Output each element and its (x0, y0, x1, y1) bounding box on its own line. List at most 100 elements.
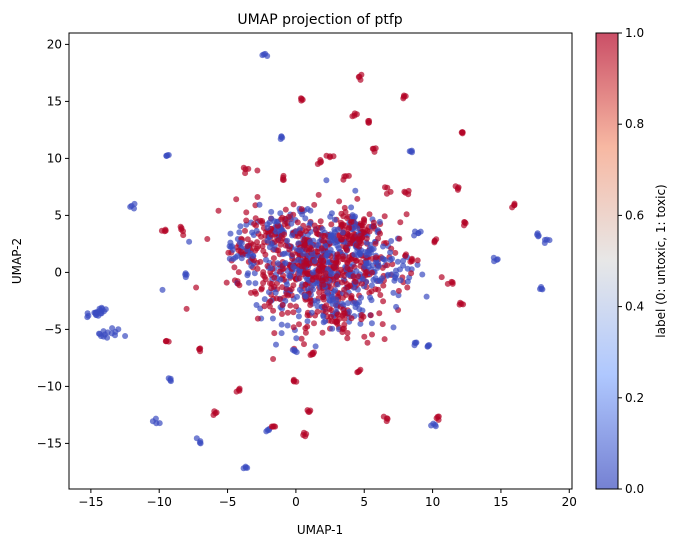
x-tick-label: −10 (147, 495, 172, 509)
scatter-point (291, 348, 298, 355)
scatter-point (238, 240, 245, 247)
scatter-point (377, 230, 383, 237)
scatter-point (215, 207, 222, 214)
scatter-point (225, 249, 232, 256)
scatter-point (244, 236, 251, 243)
scatter-point (314, 248, 321, 255)
scatter-point (254, 265, 261, 272)
scatter-point (336, 198, 343, 205)
scatter-point (380, 298, 387, 305)
x-tick-label: 0 (292, 495, 300, 509)
scatter-point (332, 265, 339, 272)
scatter-point (333, 273, 340, 280)
scatter-point (268, 208, 275, 215)
scatter-point (419, 271, 426, 278)
scatter-point (270, 356, 277, 362)
scatter-point (279, 311, 285, 317)
scatter-point (358, 280, 365, 287)
scatter-point (271, 274, 278, 281)
scatter-point (397, 266, 403, 273)
scatter-point (307, 238, 314, 245)
scatter-point (356, 368, 363, 375)
scatter-point (232, 254, 239, 261)
scatter-point (328, 271, 334, 278)
plot-area-frame (68, 32, 573, 490)
scatter-point (266, 244, 273, 251)
colorbar-tick-label: 0.0 (625, 482, 644, 496)
scatter-point (354, 195, 361, 202)
scatter-point (302, 215, 309, 222)
scatter-point (281, 231, 288, 238)
scatter-point (296, 247, 303, 254)
scatter-point (270, 307, 277, 314)
scatter-point (267, 298, 274, 305)
scatter-point (290, 324, 297, 331)
scatter-point (356, 249, 363, 256)
scatter-point (392, 249, 399, 256)
scatter-point (197, 345, 204, 352)
scatter-point (264, 53, 271, 59)
scatter-point (409, 149, 415, 156)
scatter-point (273, 341, 279, 348)
scatter-point (279, 302, 286, 308)
scatter-point (252, 280, 259, 287)
x-tick-label: 15 (493, 495, 508, 509)
scatter-point (402, 253, 409, 259)
scatter-point (236, 385, 243, 392)
scatter-point (182, 274, 189, 281)
scatter-point (342, 173, 349, 180)
scatter-point (381, 336, 388, 343)
colorbar-tick-label: 0.2 (625, 391, 644, 405)
colorbar-tick-label: 1.0 (625, 26, 644, 40)
scatter-point (300, 250, 307, 257)
scatter-point (302, 228, 309, 235)
scatter-point (376, 218, 383, 225)
scatter-point (282, 260, 289, 266)
scatter-point (277, 136, 284, 142)
scatter-point (339, 229, 346, 236)
scatter-point (330, 297, 336, 304)
scatter-point (284, 281, 290, 288)
scatter-point (367, 312, 374, 319)
scatter-point (290, 376, 297, 383)
scatter-point (384, 262, 391, 269)
scatter-point (248, 263, 255, 269)
scatter-point (167, 377, 174, 384)
scatter-point (253, 245, 260, 252)
scatter-point (193, 284, 200, 291)
x-tick-label: −15 (78, 495, 103, 509)
scatter-point (309, 276, 316, 283)
scatter-point (352, 187, 359, 194)
scatter-point (236, 282, 243, 289)
scatter-point (348, 219, 355, 225)
scatter-point (352, 233, 358, 240)
scatter-point (380, 282, 387, 289)
scatter-point (297, 226, 303, 232)
scatter-point (295, 257, 302, 263)
scatter-point (543, 236, 550, 243)
scatter-point (357, 320, 364, 327)
scatter-point (321, 304, 328, 310)
scatter-point (511, 202, 518, 209)
scatter-point (244, 272, 251, 279)
scatter-point (379, 255, 386, 262)
scatter-point (267, 265, 274, 271)
scatter-point (273, 295, 280, 302)
scatter-point (332, 287, 339, 294)
scatter-point (301, 341, 307, 348)
scatter-point (358, 294, 364, 301)
scatter-point (404, 265, 411, 272)
scatter-point (85, 312, 92, 319)
scatter-point (320, 232, 326, 239)
scatter-point (432, 423, 439, 430)
scatter-point (251, 221, 258, 227)
scatter-point (163, 337, 170, 344)
scatter-point (98, 310, 105, 317)
scatter-point (298, 206, 305, 213)
scatter-point (320, 257, 327, 264)
scatter-point (397, 219, 404, 226)
scatter-point (538, 284, 545, 290)
scatter-point (353, 257, 360, 264)
scatter-point (275, 247, 282, 254)
scatter-point (344, 300, 351, 307)
